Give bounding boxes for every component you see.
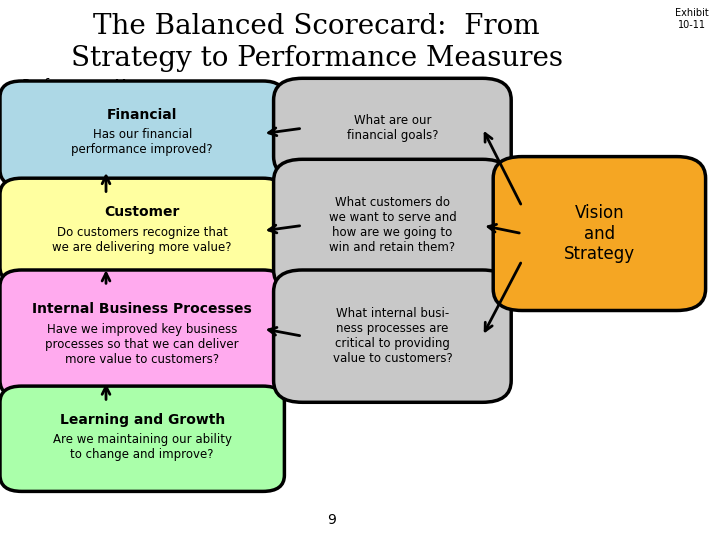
FancyBboxPatch shape xyxy=(274,270,511,402)
Text: Have we improved key business
processes so that we can deliver
more value to cus: Have we improved key business processes … xyxy=(45,323,239,366)
FancyBboxPatch shape xyxy=(0,81,284,186)
Text: 9: 9 xyxy=(327,512,336,526)
Text: Learning and Growth: Learning and Growth xyxy=(60,413,225,427)
FancyBboxPatch shape xyxy=(274,159,511,292)
Text: Exhibit
10-11: Exhibit 10-11 xyxy=(675,8,709,30)
Text: Financial: Financial xyxy=(107,107,177,122)
Text: Performance Measures: Performance Measures xyxy=(22,78,180,92)
Text: Are we maintaining our ability
to change and improve?: Are we maintaining our ability to change… xyxy=(53,434,232,462)
FancyBboxPatch shape xyxy=(0,178,284,284)
Text: Has our financial
performance improved?: Has our financial performance improved? xyxy=(71,129,213,157)
Text: What are our
financial goals?: What are our financial goals? xyxy=(346,114,438,142)
Text: What customers do
we want to serve and
how are we going to
win and retain them?: What customers do we want to serve and h… xyxy=(328,197,456,254)
FancyBboxPatch shape xyxy=(274,78,511,178)
FancyBboxPatch shape xyxy=(493,157,706,310)
Text: Internal Business Processes: Internal Business Processes xyxy=(32,302,252,316)
Text: Vision
and
Strategy: Vision and Strategy xyxy=(564,204,635,264)
FancyBboxPatch shape xyxy=(0,386,284,491)
Text: The Balanced Scorecard:  From
Strategy to Performance Measures: The Balanced Scorecard: From Strategy to… xyxy=(71,14,563,72)
Text: Customer: Customer xyxy=(104,205,180,219)
Text: Do customers recognize that
we are delivering more value?: Do customers recognize that we are deliv… xyxy=(53,226,232,254)
Text: What internal busi-
ness processes are
critical to providing
value to customers?: What internal busi- ness processes are c… xyxy=(333,307,452,365)
FancyBboxPatch shape xyxy=(0,270,284,397)
